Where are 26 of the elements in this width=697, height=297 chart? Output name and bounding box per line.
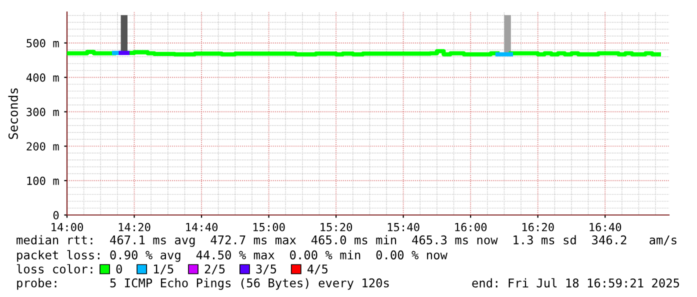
y-tick-label: 200 m xyxy=(26,142,59,151)
x-tick-label: 15:00 xyxy=(253,222,285,232)
x-tick-label: 15:20 xyxy=(320,222,352,232)
y-tick-label: 0 xyxy=(53,211,59,220)
y-tick-label: 400 m xyxy=(26,73,59,82)
legend-title: loss color: xyxy=(16,264,92,274)
x-tick-label: 16:00 xyxy=(455,222,487,232)
y-tick-label: 300 m xyxy=(26,108,59,116)
x-tick-label: 15:40 xyxy=(388,222,420,232)
legend-label: 1/5 xyxy=(154,264,174,274)
y-axis-title: Seconds xyxy=(8,88,18,139)
legend-label: 3/5 xyxy=(256,264,276,274)
legend-label: 4/5 xyxy=(307,264,328,274)
legend-label: 2/5 xyxy=(204,264,225,274)
text: median rtt: 467.1 ms avg 472.7 ms max 465.0 ms min 465.3 ms now 1.3 ms sd 346.2 am/s xyxy=(16,235,676,247)
legend-label: 0 xyxy=(116,264,122,274)
y-tick-label: 500 m xyxy=(26,38,59,48)
x-tick-label: 14:00 xyxy=(52,222,84,232)
x-tick-label: 16:20 xyxy=(522,222,554,232)
x-tick-label: 14:20 xyxy=(118,222,150,232)
y-tick-label: 100 m xyxy=(27,176,59,185)
x-tick-label: 14:40 xyxy=(186,222,218,232)
text: end: Fri Jul 18 16:59:21 2025 xyxy=(472,278,680,288)
x-tick-label: 16:40 xyxy=(590,222,622,232)
text: probe: 5 ICMP Echo Pings (56 Bytes) every 120s xyxy=(17,278,389,290)
text: packet loss: 0.90 % avg 44.50 % max 0.00 % min 0.00 % now xyxy=(17,250,448,262)
